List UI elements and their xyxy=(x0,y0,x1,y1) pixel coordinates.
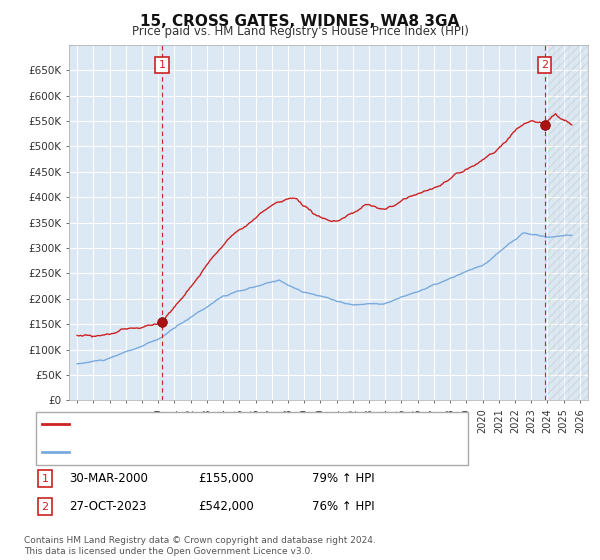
Text: 15, CROSS GATES, WIDNES, WA8 3GA: 15, CROSS GATES, WIDNES, WA8 3GA xyxy=(140,14,460,29)
Text: 2: 2 xyxy=(41,502,49,512)
Text: 79% ↑ HPI: 79% ↑ HPI xyxy=(312,472,374,486)
Text: Contains HM Land Registry data © Crown copyright and database right 2024.
This d: Contains HM Land Registry data © Crown c… xyxy=(24,536,376,556)
Text: £542,000: £542,000 xyxy=(198,500,254,514)
Text: 1: 1 xyxy=(159,60,166,70)
Text: £155,000: £155,000 xyxy=(198,472,254,486)
Text: Price paid vs. HM Land Registry's House Price Index (HPI): Price paid vs. HM Land Registry's House … xyxy=(131,25,469,38)
Text: 76% ↑ HPI: 76% ↑ HPI xyxy=(312,500,374,514)
Text: 15, CROSS GATES, WIDNES, WA8 3GA (detached house): 15, CROSS GATES, WIDNES, WA8 3GA (detach… xyxy=(75,419,387,430)
Text: 2: 2 xyxy=(541,60,548,70)
Text: 27-OCT-2023: 27-OCT-2023 xyxy=(69,500,146,514)
Text: HPI: Average price, detached house, Halton: HPI: Average price, detached house, Halt… xyxy=(75,447,318,457)
Text: 30-MAR-2000: 30-MAR-2000 xyxy=(69,472,148,486)
Bar xyxy=(545,45,588,400)
Text: 1: 1 xyxy=(41,474,49,484)
